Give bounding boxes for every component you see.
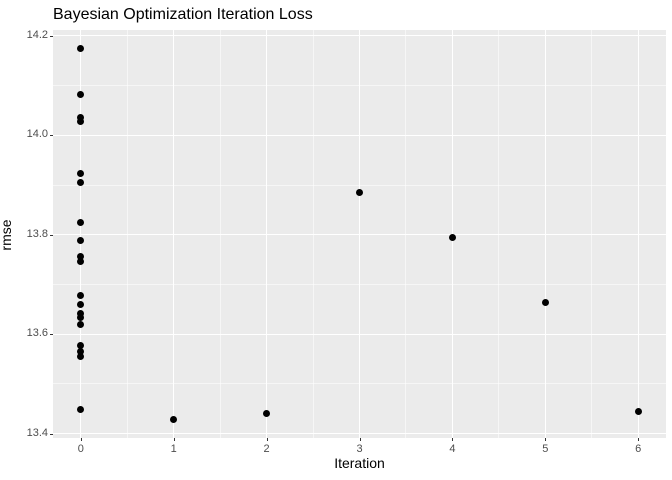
data-point — [170, 416, 178, 424]
data-point — [263, 409, 271, 417]
data-point — [448, 233, 456, 241]
x-tick-label: 6 — [635, 443, 642, 455]
y-tick-mark — [50, 35, 53, 37]
data-point — [77, 236, 85, 244]
x-tick-mark — [80, 438, 82, 441]
x-tick-label: 1 — [170, 443, 177, 455]
y-tick-label: 13.4 — [26, 426, 48, 439]
x-tick-label: 4 — [449, 443, 456, 455]
minor-gridline-vertical — [312, 30, 314, 438]
data-point — [634, 408, 642, 416]
major-gridline-horizontal — [53, 234, 666, 236]
x-tick-mark — [173, 438, 175, 441]
data-point — [77, 90, 85, 98]
major-gridline-vertical — [266, 30, 268, 438]
x-tick-label: 3 — [356, 443, 363, 455]
y-tick-label: 14.2 — [26, 28, 48, 41]
major-gridline-horizontal — [53, 433, 666, 435]
data-point — [356, 188, 363, 196]
x-axis-title: Iteration — [334, 455, 385, 471]
data-point — [77, 117, 85, 125]
data-point — [77, 341, 85, 349]
data-point — [77, 44, 85, 52]
data-point — [77, 301, 85, 309]
data-point — [77, 169, 85, 177]
x-tick-label: 0 — [77, 443, 84, 455]
x-tick-label: 5 — [542, 443, 549, 455]
major-gridline-vertical — [544, 30, 546, 438]
x-tick-mark — [359, 438, 361, 441]
minor-gridline-vertical — [591, 30, 593, 438]
data-point — [77, 292, 85, 300]
major-gridline-horizontal — [53, 134, 666, 136]
minor-gridline-vertical — [405, 30, 407, 438]
major-gridline-horizontal — [53, 333, 666, 335]
x-tick-mark — [545, 438, 547, 441]
data-point — [77, 321, 85, 329]
y-tick-mark — [50, 234, 53, 236]
x-tick-mark — [266, 438, 268, 441]
data-point — [77, 252, 85, 260]
plot-panel — [53, 30, 666, 438]
data-point — [77, 178, 85, 186]
major-gridline-vertical — [637, 30, 639, 438]
chart-title: Bayesian Optimization Iteration Loss — [53, 6, 313, 23]
x-tick-mark — [452, 438, 454, 441]
data-point — [541, 299, 549, 307]
data-point — [77, 352, 85, 360]
major-gridline-vertical — [359, 30, 360, 438]
y-axis-title: rmse — [0, 219, 14, 251]
y-tick-mark — [50, 433, 53, 435]
data-point — [77, 405, 85, 413]
minor-gridline-vertical — [498, 30, 500, 438]
y-tick-mark — [50, 135, 53, 137]
data-point — [77, 309, 85, 317]
y-tick-label: 14.0 — [26, 128, 48, 141]
major-gridline-vertical — [173, 30, 175, 438]
x-tick-mark — [638, 438, 640, 441]
y-tick-label: 13.8 — [26, 227, 48, 240]
minor-gridline-vertical — [219, 30, 221, 438]
major-gridline-vertical — [80, 30, 82, 438]
x-tick-label: 2 — [263, 443, 270, 455]
y-tick-label: 13.6 — [26, 327, 48, 340]
data-point — [77, 347, 85, 355]
major-gridline-horizontal — [53, 35, 666, 37]
minor-gridline-vertical — [126, 30, 128, 438]
y-tick-mark — [50, 334, 53, 336]
data-point — [77, 257, 85, 265]
data-point — [77, 313, 85, 321]
data-point — [77, 219, 85, 227]
